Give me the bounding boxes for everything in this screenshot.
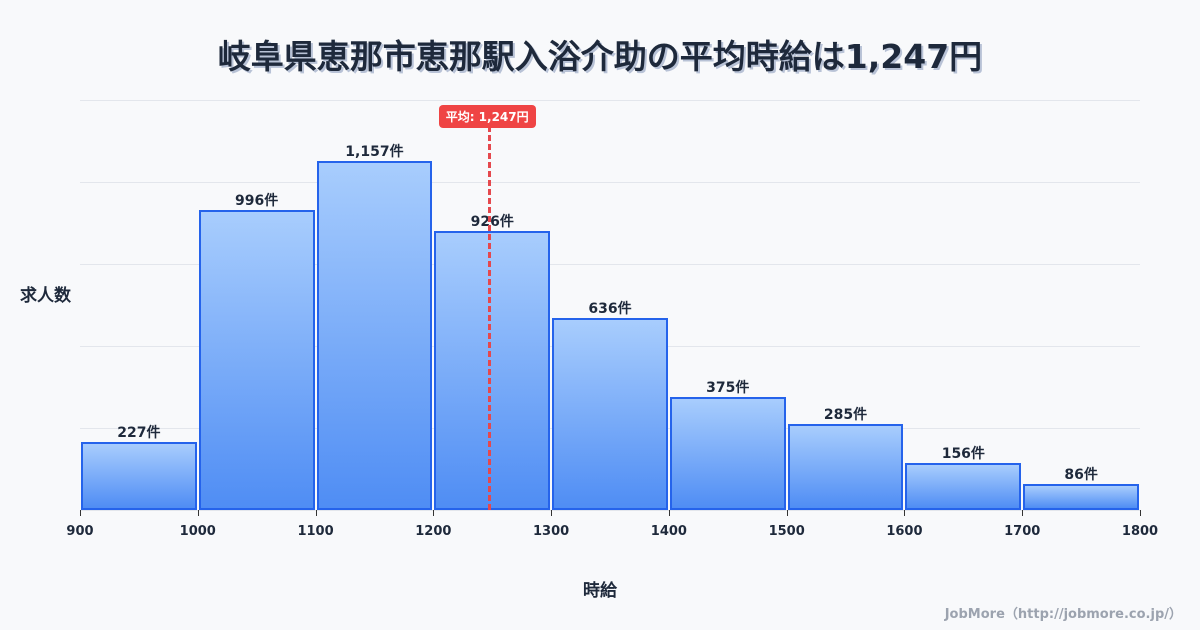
x-tick — [315, 510, 317, 516]
x-tick-label: 1300 — [533, 524, 570, 539]
x-tick — [1022, 510, 1024, 516]
x-axis-label: 時給 — [583, 581, 617, 601]
bar-value-label: 86件 — [1064, 467, 1098, 484]
x-tick — [1140, 510, 1141, 516]
histogram-bar — [1023, 484, 1139, 510]
bar-value-label: 227件 — [117, 424, 161, 441]
x-tick-label: 1700 — [1004, 524, 1041, 539]
bar-value-label: 375件 — [706, 379, 750, 396]
chart-title: 岐阜県恵那市恵那駅入浴介助の平均時給は1,247円 — [217, 37, 983, 76]
x-tick — [197, 510, 199, 516]
x-tick — [786, 510, 788, 516]
histogram-bar — [905, 462, 1022, 510]
bar-value-label: 926件 — [470, 213, 514, 230]
bar-value-label: 996件 — [235, 192, 279, 209]
gridline — [80, 100, 1140, 101]
histogram-bar — [316, 161, 433, 510]
x-tick-label: 1500 — [768, 524, 805, 539]
x-tick-label: 1100 — [297, 524, 334, 539]
histogram-bar — [787, 424, 904, 510]
gridline — [80, 510, 1140, 511]
average-line — [487, 126, 491, 510]
gridline — [80, 182, 1140, 183]
x-tick-label: 1400 — [650, 524, 687, 539]
x-tick-label: 1600 — [886, 524, 923, 539]
histogram-bar — [434, 230, 551, 510]
bar-value-label: 156件 — [941, 445, 985, 462]
y-axis-label: 求人数 — [20, 286, 71, 306]
histogram-bar — [198, 209, 315, 510]
bar-value-label: 636件 — [588, 301, 632, 318]
x-tick — [904, 510, 906, 516]
x-tick-label: 1000 — [179, 524, 216, 539]
gridline — [80, 264, 1140, 265]
x-tick — [551, 510, 553, 516]
histogram-bar — [669, 396, 786, 510]
histogram-bar — [552, 318, 668, 510]
average-badge: 平均: 1,247円 — [438, 105, 536, 128]
x-tick-label: 1200 — [415, 524, 452, 539]
x-tick — [433, 510, 435, 516]
bar-value-label: 285件 — [823, 407, 868, 424]
x-tick-label: 1800 — [1121, 524, 1159, 539]
credit-text: JobMore（http://jobmore.co.jp/） — [944, 607, 1182, 622]
x-tick — [668, 510, 670, 516]
x-tick-label: 900 — [66, 524, 94, 539]
x-tick — [80, 510, 81, 516]
bar-value-label: 1,157件 — [345, 144, 404, 161]
histogram-bar — [81, 441, 197, 510]
